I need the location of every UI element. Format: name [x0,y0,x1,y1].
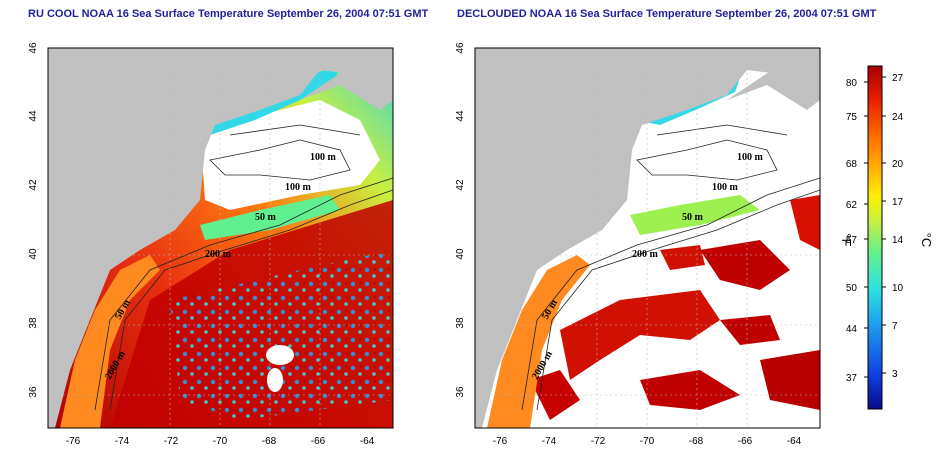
y-tick: 42 [455,179,466,191]
celsius-tick: 20 [892,159,904,170]
left-land [48,48,393,428]
right-shelf-band [630,195,760,235]
isobath-label: 100 m [310,152,337,163]
y-tick: 40 [455,248,466,260]
colorbar: 80 75 68 62 57 50 44 37 27 24 20 17 14 1… [839,65,934,410]
left-clouds [200,100,380,210]
x-tick: -70 [213,436,228,447]
left-nova-scotia [300,48,393,110]
x-tick: -74 [115,436,130,447]
y-tick: 44 [28,110,39,122]
y-tick: 46 [28,42,39,54]
isobath-label: 100 m [712,182,739,193]
x-tick: -72 [591,436,606,447]
fahrenheit-tick: 50 [846,283,858,294]
celsius-tick: 14 [892,235,904,246]
y-tick: 42 [28,179,39,191]
isobath-label: 50 m [682,212,704,223]
celsius-tick: 17 [892,197,904,208]
left-map-panel [48,48,393,428]
right-warm-patch [700,240,790,290]
right-warm-patch [660,245,705,270]
right-warm-patch [640,370,740,410]
celsius-unit: °C [919,233,934,248]
left-cloud-patch [267,368,283,392]
left-map-frame [47,47,394,429]
right-map-frame [474,47,821,429]
celsius-tick: 7 [892,321,898,332]
right-land [475,48,820,428]
left-map-title: RU COOL NOAA 16 Sea Surface Temperature … [28,8,429,20]
celsius-tick: 10 [892,283,904,294]
celsius-tick: 27 [892,73,904,84]
x-tick: -74 [542,436,557,447]
right-nova-scotia [727,48,820,110]
x-tick: -76 [493,436,508,447]
x-tick: -72 [164,436,179,447]
right-y-axis: 46 44 42 40 38 36 [455,42,466,398]
x-tick: -76 [66,436,81,447]
fahrenheit-tick: 80 [846,78,858,89]
isobath-label: 100 m [737,152,764,163]
fahrenheit-tick: 75 [846,112,858,123]
right-map-panel [475,48,820,428]
fahrenheit-unit: °F [839,233,854,246]
right-map-title: DECLOUDED NOAA 16 Sea Surface Temperatur… [457,8,877,20]
y-tick: 38 [455,317,466,329]
x-tick: -64 [360,436,375,447]
x-tick: -64 [787,436,802,447]
x-tick: -70 [640,436,655,447]
fahrenheit-tick: 37 [846,373,858,384]
y-tick: 36 [455,386,466,398]
left-y-axis: 46 44 42 40 38 36 [28,42,39,398]
right-coastal-water [487,255,590,428]
left-x-axis: -76 -74 -72 -70 -68 -66 -64 [66,436,375,447]
fahrenheit-tick: 68 [846,159,858,170]
celsius-tick: 24 [892,112,904,123]
fahrenheit-tick: 57 [846,235,858,246]
y-tick: 44 [455,110,466,122]
isobath-label: 200 m [205,249,232,260]
right-warm-patch [720,315,780,345]
x-tick: -68 [689,436,704,447]
celsius-tick: 3 [892,369,898,380]
right-warm-patch [560,290,720,380]
x-tick: -66 [311,436,326,447]
right-x-axis: -76 -74 -72 -70 -68 -66 -64 [493,436,802,447]
isobath-label: 50 m [255,212,277,223]
x-tick: -66 [738,436,753,447]
isobath-label: 100 m [285,182,312,193]
left-coastal-water [60,255,160,428]
isobath-label: 200 m [632,249,659,260]
y-tick: 38 [28,317,39,329]
y-tick: 40 [28,248,39,260]
x-tick: -68 [262,436,277,447]
y-tick: 46 [455,42,466,54]
colorbar-scale [867,65,883,410]
left-cloud-patch [266,345,294,365]
fahrenheit-tick: 44 [846,324,858,335]
left-shelf-band [200,195,340,240]
fahrenheit-tick: 62 [846,200,858,211]
left-cold-patches [170,250,393,420]
right-warm-patch [790,195,820,250]
y-tick: 36 [28,386,39,398]
